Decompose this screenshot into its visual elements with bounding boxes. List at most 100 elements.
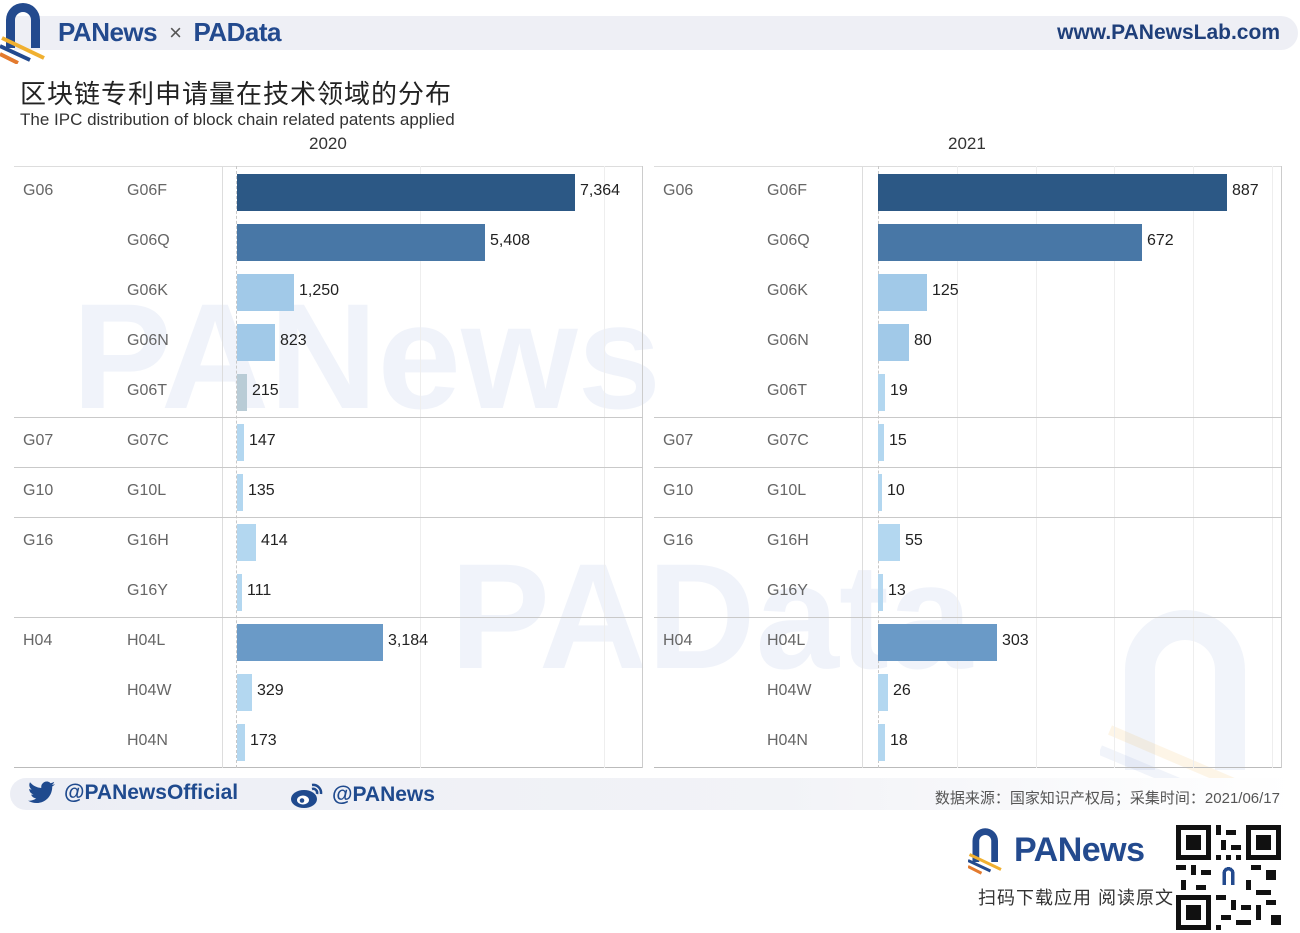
- value-label: 173: [250, 732, 277, 749]
- twitter-link[interactable]: @PANewsOfficial: [28, 781, 238, 805]
- data-source-note: 数据来源：国家知识产权局；采集时间：2021/06/17: [934, 790, 1280, 807]
- bar[interactable]: [878, 324, 909, 361]
- category-label: H04N: [127, 732, 168, 749]
- group-separator: [654, 517, 1282, 518]
- bar[interactable]: [878, 174, 1227, 211]
- bar-row: G06K 1,250: [14, 267, 643, 317]
- group-separator: [654, 417, 1282, 418]
- bar[interactable]: [237, 474, 243, 511]
- group-label: G06: [663, 182, 694, 199]
- group-separator: [14, 467, 643, 468]
- bar-row: H04 H04L 3,184: [14, 617, 643, 667]
- category-label: G06Q: [767, 232, 810, 249]
- bar-row: G06N 823: [14, 317, 643, 367]
- bar[interactable]: [237, 674, 252, 711]
- panel-2021: G06 G06F 887 G06Q 672 G06K 125 G06N 80 G06T 19 G07 G…: [654, 166, 1282, 768]
- bar-row: G16Y 13: [654, 567, 1282, 617]
- category-label: G06K: [127, 282, 168, 299]
- bar[interactable]: [237, 424, 244, 461]
- bar[interactable]: [878, 374, 885, 411]
- group-separator: [654, 617, 1282, 618]
- bar[interactable]: [237, 224, 485, 261]
- bar-row: G16 G16H 55: [654, 517, 1282, 567]
- bar-row: G06 G06F 887: [654, 167, 1282, 217]
- bar[interactable]: [237, 524, 256, 561]
- category-label: G06Q: [127, 232, 170, 249]
- brand-padata: PAData: [193, 17, 282, 47]
- twitter-icon: [28, 781, 55, 804]
- bar-row: G07 G07C 147: [14, 417, 643, 467]
- weibo-icon: [291, 783, 323, 808]
- category-label: G16H: [767, 532, 809, 549]
- bar-row: G10 G10L 10: [654, 467, 1282, 517]
- bar[interactable]: [878, 424, 884, 461]
- group-label: G10: [663, 482, 694, 499]
- promo-call-to-action: 扫码下载应用 阅读原文: [978, 888, 1174, 908]
- group-label: G06: [23, 182, 54, 199]
- value-label: 215: [252, 382, 279, 399]
- value-label: 10: [887, 482, 905, 499]
- promo-brand-text: PANews: [1014, 830, 1145, 869]
- value-label: 3,184: [388, 632, 429, 649]
- bar[interactable]: [237, 174, 575, 211]
- chart-title-en: The IPC distribution of block chain rela…: [20, 110, 455, 129]
- category-label: H04W: [127, 682, 172, 699]
- value-label: 111: [247, 582, 272, 599]
- bar[interactable]: [878, 524, 900, 561]
- weibo-link[interactable]: @PANews: [290, 781, 435, 809]
- bar-row: G16Y 111: [14, 567, 643, 617]
- bar[interactable]: [878, 724, 885, 761]
- frame-top: [654, 166, 1282, 167]
- value-label: 303: [1002, 632, 1029, 649]
- value-label: 1,250: [299, 282, 340, 299]
- value-label: 135: [248, 482, 275, 499]
- category-label: G06T: [127, 382, 168, 399]
- bar[interactable]: [878, 674, 888, 711]
- bar[interactable]: [878, 274, 927, 311]
- category-label: G06T: [767, 382, 808, 399]
- qr-code[interactable]: [1176, 825, 1281, 930]
- bar-row: G10 G10L 135: [14, 467, 643, 517]
- category-label: G06F: [767, 182, 808, 199]
- site-url-link[interactable]: www.PANewsLab.com: [1057, 21, 1280, 44]
- group-label: H04: [663, 632, 693, 649]
- category-label: G16Y: [767, 582, 808, 599]
- value-label: 55: [905, 532, 923, 549]
- category-label: H04N: [767, 732, 808, 749]
- value-label: 414: [261, 532, 288, 549]
- value-label: 15: [889, 432, 907, 449]
- bar[interactable]: [237, 624, 383, 661]
- category-label: G16Y: [127, 582, 168, 599]
- bar[interactable]: [237, 724, 245, 761]
- group-label: G07: [663, 432, 694, 449]
- bar[interactable]: [878, 474, 882, 511]
- bar[interactable]: [878, 574, 883, 611]
- chart-title-cn: 区块链专利申请量在技术领域的分布: [20, 79, 453, 109]
- frame-top: [14, 166, 643, 167]
- bar[interactable]: [237, 274, 294, 311]
- category-label: G06F: [127, 182, 168, 199]
- value-label: 26: [893, 682, 911, 699]
- bar-row: G06 G06F 7,364: [14, 167, 643, 217]
- category-label: H04L: [127, 632, 166, 649]
- bar[interactable]: [878, 624, 997, 661]
- panel-2020-title: 2020: [309, 134, 347, 153]
- panel-2020: G06 G06F 7,364 G06Q 5,408 G06K 1,250 G06N 823 G06…: [14, 166, 643, 768]
- bar-row: H04W 26: [654, 667, 1282, 717]
- bar[interactable]: [878, 224, 1142, 261]
- bar-row: G16 G16H 414: [14, 517, 643, 567]
- value-label: 823: [280, 332, 307, 349]
- bar[interactable]: [237, 374, 247, 411]
- value-label: 672: [1147, 232, 1174, 249]
- category-label: G06N: [127, 332, 169, 349]
- group-label: G16: [23, 532, 54, 549]
- bar[interactable]: [237, 324, 275, 361]
- social-bar: [10, 778, 1296, 810]
- bar-row: H04W 329: [14, 667, 643, 717]
- value-label: 19: [890, 382, 908, 399]
- category-label: G16H: [127, 532, 169, 549]
- bar[interactable]: [237, 574, 242, 611]
- panel-2021-title: 2021: [948, 134, 986, 153]
- category-label: H04W: [767, 682, 812, 699]
- category-label: G06N: [767, 332, 809, 349]
